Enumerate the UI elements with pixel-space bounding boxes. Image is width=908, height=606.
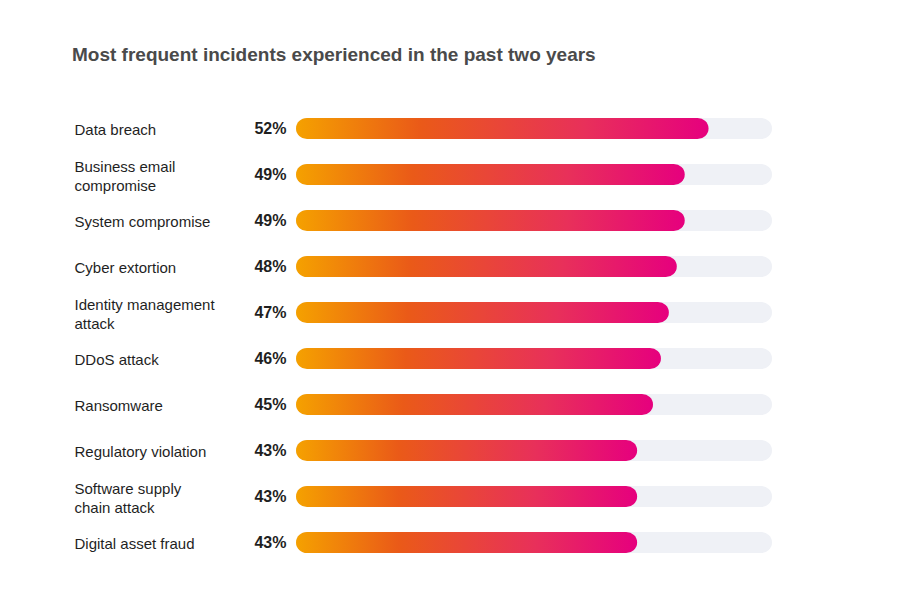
svg-text:43%: 43%	[254, 534, 286, 551]
svg-text:Cyber extortion: Cyber extortion	[75, 259, 177, 276]
html-text:Most frequent incidents experi: Most frequent incidents experienced in t…	[72, 44, 596, 65]
svg-text:DDoS attack: DDoS attack	[75, 351, 160, 368]
svg-text:Regulatory violation: Regulatory violation	[75, 443, 207, 460]
svg-text:52%: 52%	[254, 120, 286, 137]
svg-text:48%: 48%	[254, 258, 286, 275]
svg-text:49%: 49%	[254, 212, 286, 229]
svg-text:Digital asset fraud: Digital asset fraud	[75, 535, 195, 552]
svg-text:System compromise: System compromise	[75, 213, 211, 230]
svg-text:43%: 43%	[254, 442, 286, 459]
svg-text:43%: 43%	[254, 488, 286, 505]
svg-text:47%: 47%	[254, 304, 286, 321]
svg-text:49%: 49%	[254, 166, 286, 183]
svg-text:Business emailcompromise: Business emailcompromise	[75, 157, 176, 194]
svg-text:Software supplychain attack: Software supplychain attack	[75, 479, 182, 516]
svg-text:Identity managementattack: Identity managementattack	[75, 295, 216, 332]
svg-text:Ransomware: Ransomware	[75, 397, 163, 414]
svg-text:45%: 45%	[254, 396, 286, 413]
svg-text:46%: 46%	[254, 350, 286, 367]
svg-text:Data breach: Data breach	[75, 121, 157, 138]
